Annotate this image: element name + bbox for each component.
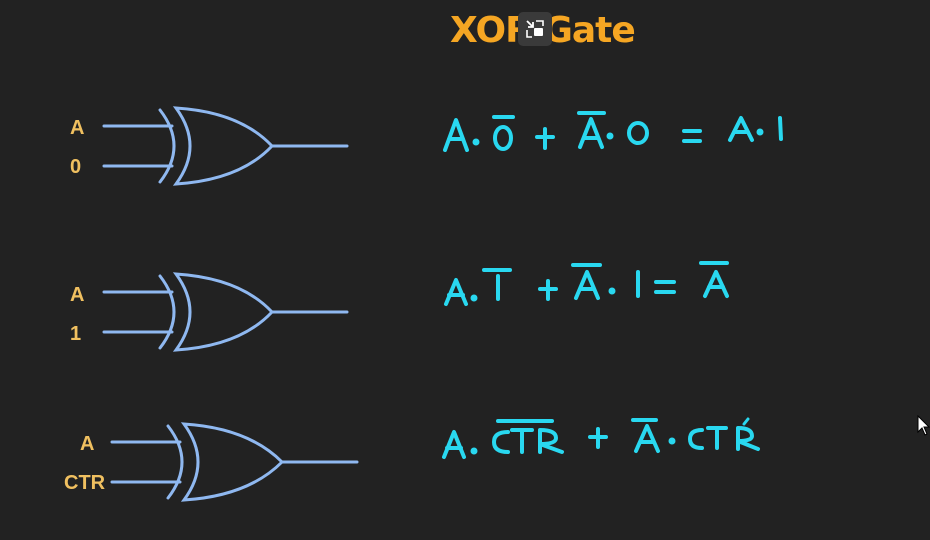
xor-gate-2	[102, 272, 349, 352]
xor-gate-3	[110, 422, 359, 502]
gate1-input-b-label: 0	[70, 156, 82, 178]
restore-window-icon	[526, 20, 544, 38]
gate2-input-a-label: A	[70, 284, 85, 306]
gate3-input-a-label: A	[80, 433, 95, 455]
gate3-input-b-label: CTR	[64, 472, 106, 494]
gate1-input-a-label: A	[70, 117, 85, 139]
mouse-pointer-icon	[917, 414, 930, 442]
equation-3: A·C̄T̄R̄ + Ā·CTR	[442, 417, 760, 459]
equation-2: A·1̄ + Ā·1 = Ā	[444, 261, 729, 306]
equation-1: A·0̄ + Ā·0 = A·1	[443, 111, 783, 152]
xor-gate-1	[102, 106, 349, 186]
gate2-input-b-label: 1	[70, 323, 82, 345]
restore-window-button[interactable]	[518, 12, 552, 46]
